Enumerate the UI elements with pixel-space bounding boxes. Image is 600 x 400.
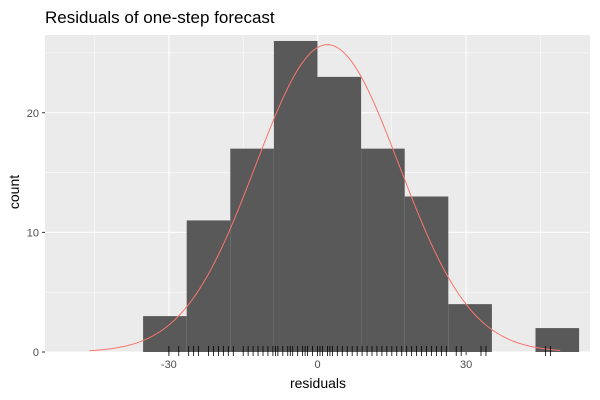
- x-axis-ticks: -30 0 30: [161, 352, 472, 371]
- x-tick-label: 30: [460, 359, 472, 371]
- histogram-bar: [273, 40, 318, 352]
- chart-title: Residuals of one-step forecast: [45, 8, 275, 27]
- histogram-bar: [317, 76, 362, 353]
- y-axis-label: count: [6, 175, 22, 209]
- x-axis-label: residuals: [290, 375, 346, 391]
- histogram-bar: [535, 328, 580, 352]
- y-tick-label: 0: [33, 347, 39, 359]
- x-tick-label: 0: [314, 359, 320, 371]
- histogram-bar: [448, 304, 492, 352]
- histogram-bar: [143, 316, 187, 352]
- histogram-bar: [361, 148, 405, 352]
- histogram-bar: [230, 148, 274, 352]
- normal-density-curve: [89, 44, 561, 352]
- x-tick-label: -30: [161, 359, 177, 371]
- y-tick-label: 20: [27, 108, 39, 120]
- y-axis-ticks: 0 10 20: [27, 108, 45, 359]
- histogram-bar: [186, 220, 231, 352]
- rug-marks: [168, 346, 551, 356]
- y-tick-label: 10: [27, 227, 39, 239]
- histogram-bar: [404, 196, 449, 352]
- histogram-bars: [143, 40, 580, 353]
